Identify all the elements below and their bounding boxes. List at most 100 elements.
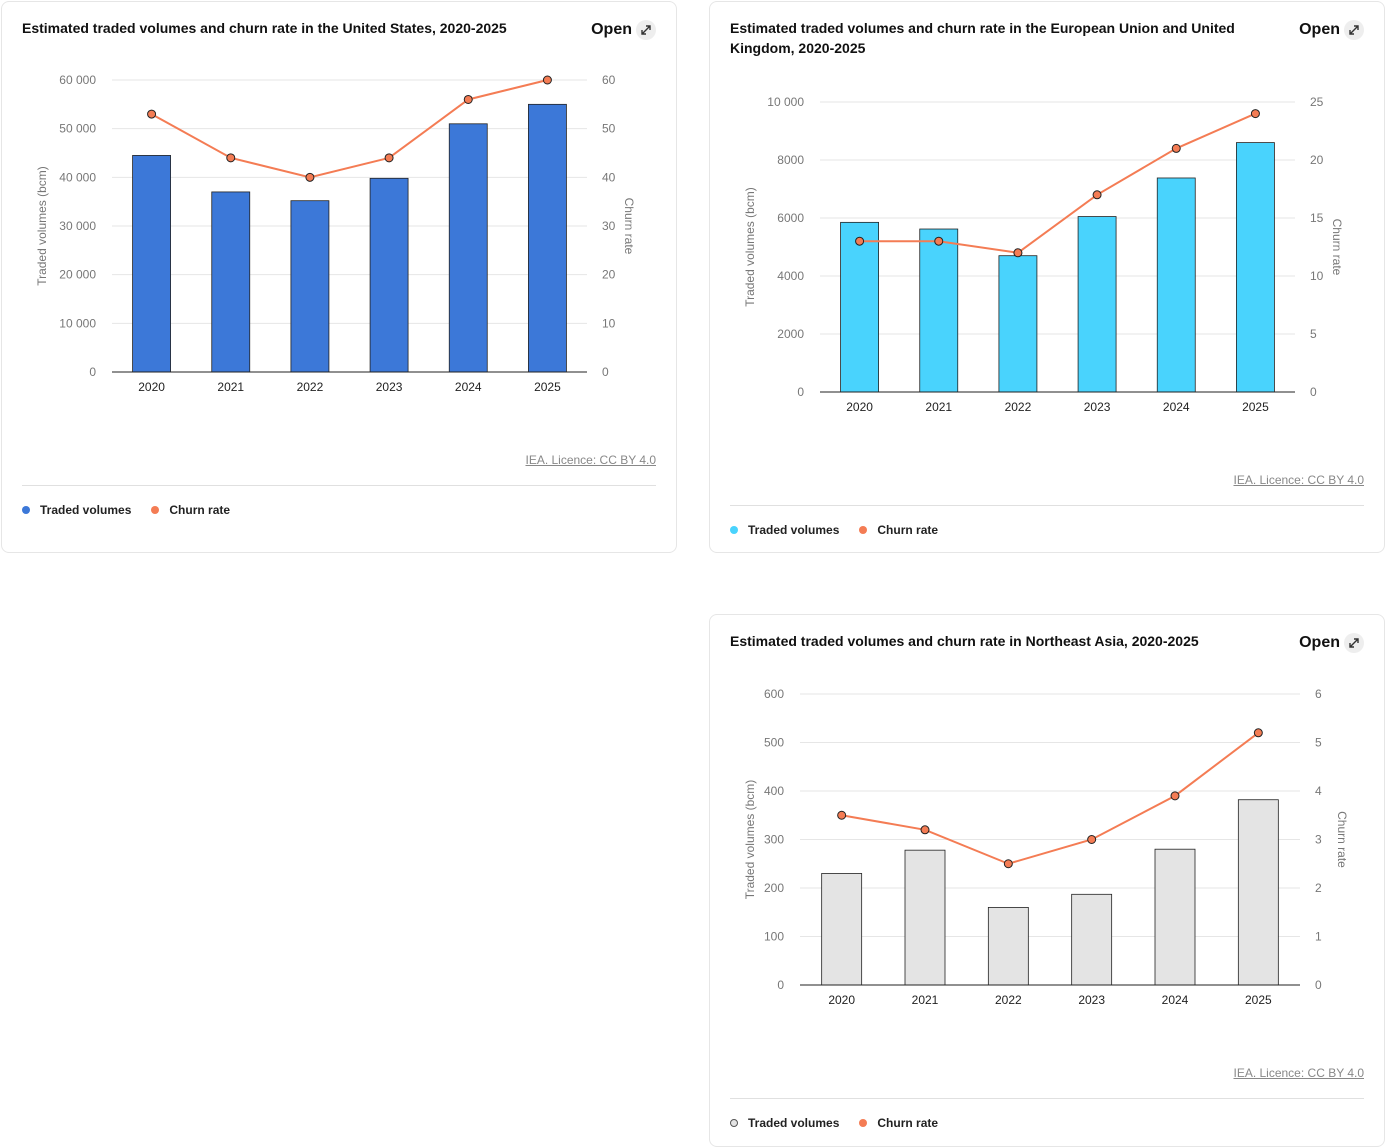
bar-2023 — [1071, 893, 1113, 986]
churn-point-2020 — [147, 109, 157, 119]
legend-item-churn-rate[interactable]: Churn rate — [859, 523, 938, 537]
bar-2021 — [919, 228, 959, 393]
churn-point-2025 — [1250, 109, 1260, 119]
churn-rate-line — [841, 732, 1259, 865]
y-tick-label: 2000 — [777, 327, 804, 341]
churn-point-2024 — [1171, 143, 1181, 153]
legend-item-churn-rate[interactable]: Churn rate — [151, 503, 230, 517]
x-tick-label: 2023 — [1078, 993, 1105, 1007]
y-tick-label: 40 000 — [59, 170, 96, 184]
open-button[interactable]: Open — [1299, 18, 1364, 42]
bar-2022 — [998, 255, 1038, 393]
x-tick-label: 2023 — [1084, 400, 1111, 414]
churn-point-2020 — [855, 236, 865, 246]
y-tick-label: 30 000 — [59, 219, 96, 233]
churn-point-2020 — [837, 810, 847, 820]
y-axis-title: Traded volumes (bcm) — [35, 166, 49, 286]
y2-tick-label: 30 — [602, 219, 616, 233]
legend-divider — [730, 505, 1364, 506]
x-tick-label: 2024 — [455, 380, 482, 394]
y2-tick-label: 50 — [602, 122, 616, 136]
y-tick-label: 20 000 — [59, 268, 96, 282]
x-tick-label: 2023 — [376, 380, 403, 394]
y-tick-label: 100 — [764, 930, 784, 944]
legend-swatch — [151, 506, 160, 514]
x-tick-label: 2020 — [138, 380, 165, 394]
y2-tick-label: 1 — [1315, 930, 1322, 944]
churn-point-2023 — [1092, 190, 1102, 200]
open-label: Open — [1299, 21, 1340, 38]
x-tick-label: 2024 — [1162, 993, 1189, 1007]
y-axis-title: Traded volumes (bcm) — [743, 780, 757, 900]
y-axis-title: Traded volumes (bcm) — [743, 187, 757, 307]
legend-swatch — [730, 526, 738, 534]
y-tick-label: 6000 — [777, 211, 804, 225]
bar-2020 — [840, 221, 879, 393]
legend-swatch — [730, 1119, 738, 1127]
churn-point-2023 — [384, 153, 394, 163]
legend-swatch — [859, 1119, 868, 1127]
y2-tick-label: 60 — [602, 73, 616, 87]
chart-card-eu-uk: Estimated traded volumes and churn rate … — [709, 1, 1385, 553]
legend-divider — [730, 1098, 1364, 1099]
y-tick-label: 600 — [764, 687, 784, 701]
x-tick-label: 2020 — [828, 993, 855, 1007]
y-tick-label: 0 — [89, 365, 96, 379]
y-tick-label: 8000 — [777, 153, 804, 167]
churn-point-2022 — [1003, 859, 1013, 869]
y2-tick-label: 0 — [602, 365, 609, 379]
y2-tick-label: 2 — [1315, 881, 1322, 895]
legend: Traded volumes Churn rate — [730, 1116, 958, 1130]
y2-tick-label: 10 — [1310, 269, 1324, 283]
y2-tick-label: 20 — [1310, 153, 1324, 167]
licence-link[interactable]: IEA. Licence: CC BY 4.0 — [1233, 473, 1364, 487]
chart-card-us: Estimated traded volumes and churn rate … — [1, 1, 677, 553]
legend: Traded volumes Churn rate — [730, 523, 958, 537]
y2-tick-label: 5 — [1315, 736, 1322, 750]
x-tick-label: 2025 — [534, 380, 561, 394]
y2-tick-label: 5 — [1310, 327, 1317, 341]
x-tick-label: 2021 — [217, 380, 244, 394]
bar-2021 — [211, 191, 251, 373]
licence-link[interactable]: IEA. Licence: CC BY 4.0 — [1233, 1066, 1364, 1080]
legend-divider — [22, 485, 656, 486]
legend-label: Traded volumes — [40, 503, 132, 517]
x-tick-label: 2022 — [1005, 400, 1032, 414]
legend-item-traded-volumes[interactable]: Traded volumes — [22, 503, 131, 517]
churn-point-2024 — [1170, 791, 1180, 801]
bar-2021 — [904, 849, 946, 986]
y2-tick-label: 15 — [1310, 211, 1324, 225]
y2-tick-label: 40 — [602, 170, 616, 184]
churn-point-2023 — [1087, 835, 1097, 844]
churn-rate-line — [151, 79, 548, 179]
x-tick-label: 2021 — [925, 400, 952, 414]
y2-tick-label: 0 — [1315, 978, 1322, 992]
y2-axis-title: Churn rate — [1335, 811, 1349, 868]
y-tick-label: 10 000 — [59, 316, 96, 330]
open-label: Open — [1299, 634, 1340, 651]
y2-tick-label: 6 — [1315, 687, 1322, 701]
bar-2024 — [1156, 177, 1196, 393]
y-tick-label: 200 — [764, 881, 784, 895]
churn-point-2022 — [1013, 248, 1023, 258]
y-tick-label: 60 000 — [59, 73, 96, 87]
bar-2025 — [1237, 799, 1279, 986]
legend-item-traded-volumes[interactable]: Traded volumes — [730, 1116, 839, 1130]
y2-axis-title: Churn rate — [1330, 219, 1344, 276]
x-tick-label: 2024 — [1163, 400, 1190, 414]
x-tick-label: 2022 — [297, 380, 324, 394]
legend-label: Traded volumes — [748, 523, 840, 537]
legend-item-traded-volumes[interactable]: Traded volumes — [730, 523, 839, 537]
bar-2022 — [290, 200, 330, 373]
churn-point-2025 — [542, 75, 552, 85]
legend-item-churn-rate[interactable]: Churn rate — [859, 1116, 938, 1130]
bar-2025 — [1236, 142, 1275, 393]
chart-us: 0 10 000 20 000 30 000 40 000 50 000 60 000 0 10… — [35, 73, 636, 394]
bar-2022 — [987, 906, 1029, 986]
open-button[interactable]: Open — [1299, 631, 1364, 655]
chart-title: Estimated traded volumes and churn rate … — [730, 633, 1199, 649]
licence-link[interactable]: IEA. Licence: CC BY 4.0 — [525, 453, 656, 467]
chart-title: Estimated traded volumes and churn rate … — [730, 20, 1235, 56]
open-button[interactable]: Open — [591, 18, 656, 42]
